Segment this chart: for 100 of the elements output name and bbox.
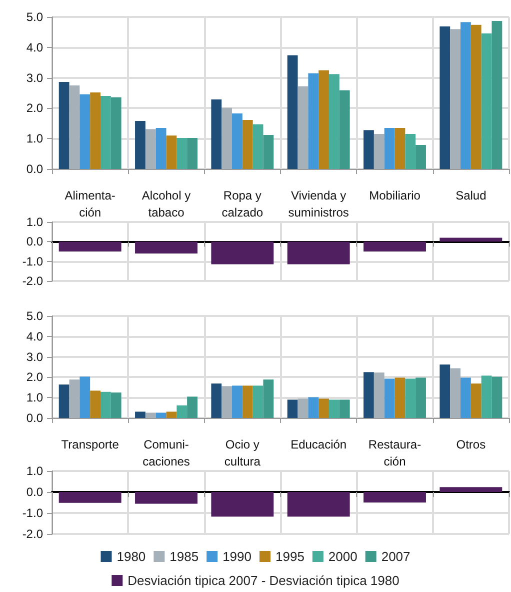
bar	[100, 392, 111, 418]
bar	[481, 376, 492, 418]
bar	[156, 412, 166, 418]
x-tick-label: Alcohol y tabaco	[142, 188, 191, 220]
bar	[298, 86, 308, 169]
y-tick-label: 5.0	[26, 309, 44, 323]
y-tick-label: 0.0	[26, 411, 44, 425]
bar	[440, 364, 450, 418]
bar	[110, 97, 122, 169]
bar	[222, 386, 232, 418]
bar	[211, 384, 222, 418]
bar	[90, 92, 100, 169]
bar	[287, 55, 298, 169]
y-tick-label: 1.0	[26, 390, 44, 405]
legend-label: 1990	[222, 549, 252, 564]
y-tick-label: 1.0	[26, 215, 44, 229]
y-tick-label: -1.0	[22, 506, 44, 520]
x-tick-label: Vivienda y suministros	[288, 188, 349, 220]
bar	[80, 94, 90, 169]
bar	[263, 379, 274, 418]
bar	[222, 108, 232, 169]
bar	[460, 378, 471, 418]
bar	[287, 400, 298, 418]
bar	[232, 386, 242, 418]
bar	[263, 134, 274, 169]
bar	[416, 144, 426, 169]
bar	[364, 130, 374, 169]
y-tick-label: 1.0	[26, 464, 44, 478]
bar	[298, 398, 308, 418]
bar	[69, 379, 80, 418]
bar	[384, 128, 395, 169]
y-tick-label: 2.0	[26, 101, 44, 116]
y-tick-label: -2.0	[22, 527, 44, 541]
bar	[69, 85, 80, 169]
bar	[374, 134, 384, 169]
y-tick-label: 4.0	[26, 40, 44, 54]
bar	[135, 120, 146, 169]
bar	[405, 134, 416, 169]
bar	[416, 378, 426, 418]
bar	[308, 73, 319, 169]
bar	[384, 378, 395, 418]
y-tick-label: 2.0	[26, 370, 44, 384]
legend-label: 1985	[170, 549, 199, 564]
bar	[242, 386, 253, 418]
x-tick-label: Restaura- ción	[368, 438, 422, 468]
bar	[394, 128, 406, 169]
bar	[252, 124, 264, 169]
x-tick-label: Transporte	[61, 438, 120, 452]
legend-label: 1995	[276, 549, 304, 564]
bar	[308, 397, 319, 418]
bar	[318, 70, 329, 169]
bar	[364, 372, 374, 418]
bar	[90, 390, 100, 418]
bar	[481, 33, 492, 169]
y-tick-label: 3.0	[26, 350, 44, 364]
x-tick-label: Alimenta- ción	[64, 188, 116, 220]
bar	[328, 400, 340, 418]
bar	[176, 138, 188, 169]
bar	[318, 398, 329, 418]
bar	[187, 396, 198, 418]
bar	[450, 29, 461, 169]
bar	[166, 136, 177, 169]
bar	[135, 412, 146, 418]
legend-label: 1980	[116, 549, 146, 564]
x-tick-label: Ocio y cultura	[224, 438, 261, 468]
bar	[394, 378, 406, 418]
bar	[156, 128, 166, 169]
x-tick-label: Salud	[456, 188, 486, 202]
y-tick-label: 5.0	[26, 10, 44, 24]
y-tick-label: 1.0	[26, 132, 44, 146]
bar	[460, 22, 471, 169]
y-tick-label: -1.0	[22, 254, 44, 268]
bar	[405, 378, 416, 418]
y-tick-label: 0.0	[26, 485, 44, 499]
bar	[145, 412, 156, 418]
bar	[187, 138, 198, 169]
bar	[339, 90, 350, 169]
bar	[166, 412, 177, 418]
x-tick-label: Educación	[290, 438, 347, 452]
x-tick-label: Otros	[456, 438, 486, 452]
bar	[145, 129, 156, 169]
y-tick-label: 0.0	[26, 162, 44, 176]
x-tick-label: Ropa y calzado	[222, 188, 264, 220]
bar	[492, 20, 502, 169]
bar	[252, 386, 264, 418]
bar	[470, 24, 482, 169]
legend-label: Desviación tipica 2007 - Desviación tipica 1980	[128, 573, 400, 588]
y-tick-label: 4.0	[26, 329, 44, 344]
bar	[100, 96, 111, 169]
bar	[110, 392, 122, 418]
bar	[211, 99, 222, 169]
bar	[58, 384, 70, 418]
y-tick-label: 0.0	[26, 234, 44, 249]
x-tick-label: Mobiliario	[369, 188, 421, 202]
bar	[440, 26, 450, 169]
bar	[374, 372, 384, 418]
bar	[450, 368, 461, 418]
bar	[470, 384, 482, 418]
bar	[176, 405, 188, 418]
bar	[492, 376, 502, 418]
